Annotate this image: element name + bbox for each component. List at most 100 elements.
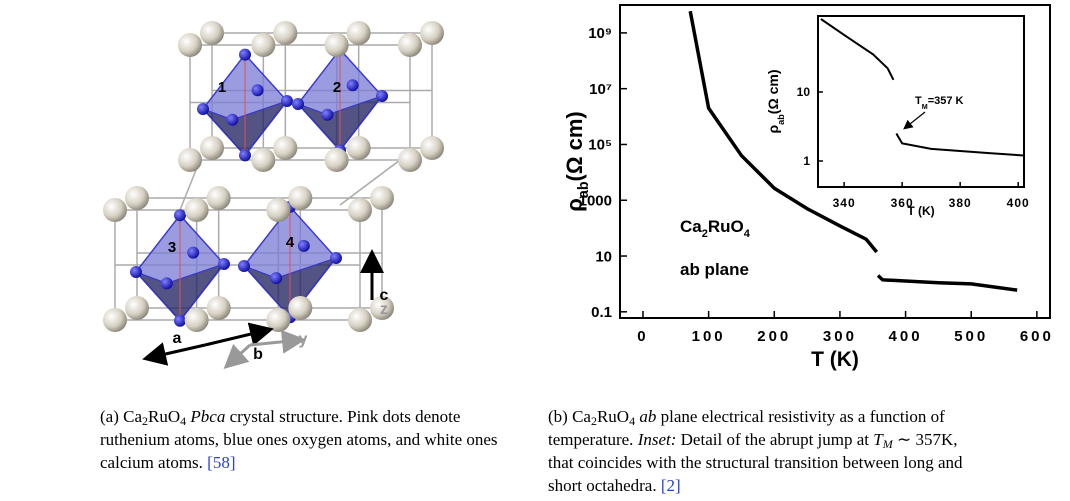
calcium-atom — [288, 186, 313, 210]
oxygen-atom — [174, 209, 186, 222]
caption-text: 4 — [180, 414, 187, 428]
y-tick-label: 10⁵ — [588, 137, 612, 154]
y-tick-label: 10⁹ — [588, 25, 612, 42]
annotation-arrow — [903, 111, 926, 130]
oxygen-atom — [226, 113, 239, 126]
x-axis-label: T (K) — [907, 204, 934, 218]
oxygen-atom — [130, 266, 142, 278]
caption-text: (b) Ca — [548, 407, 591, 426]
oxygen-atom — [174, 314, 186, 327]
x-tick-label: 400 — [889, 328, 923, 345]
data-line — [876, 274, 1018, 292]
x-tick-label: 200 — [757, 328, 791, 345]
annotation-part: ab plane — [680, 260, 749, 279]
caption-text: RuO — [148, 407, 181, 426]
calcium-atom — [178, 33, 202, 57]
caption-text: 2 — [142, 414, 149, 428]
caption-text: ab — [639, 407, 657, 426]
y-axis-label-part: (Ω cm) — [765, 70, 781, 115]
y-axis-label: ρab(Ω cm) — [765, 70, 786, 134]
y-tick-label: 0.1 — [591, 304, 612, 321]
annotation-part: RuO — [708, 217, 744, 236]
caption-text: plane electrical resistivity as a functi… — [548, 407, 945, 449]
caption-text: 4 — [629, 414, 636, 428]
calcium-atom — [370, 296, 394, 320]
calcium-atom — [273, 21, 298, 45]
x-tick-label: 340 — [833, 196, 856, 210]
y-axis-label-part: ab — [576, 181, 592, 198]
x-tick-label: 600 — [1020, 328, 1054, 345]
caption-text: ∼ 357K, that coincides with the structur… — [548, 430, 963, 495]
annotation-part: 2 — [702, 228, 708, 240]
oxygen-atom — [239, 149, 251, 162]
axis-arrow — [249, 329, 306, 354]
caption-text: Detail of the abrupt jump at — [676, 430, 874, 449]
x-tick-label: 400 — [1007, 196, 1030, 210]
axis-arrow — [142, 342, 206, 366]
bond — [339, 159, 401, 206]
calcium-atom — [184, 308, 209, 332]
calcium-atom — [348, 308, 372, 332]
annotation-part: Ca — [680, 217, 702, 236]
calcium-atom — [398, 148, 422, 172]
caption-text: 2 — [590, 414, 597, 428]
axis-label: b — [253, 346, 263, 363]
calcium-atom — [266, 198, 291, 222]
calcium-atom — [103, 308, 127, 332]
oxygen-atom — [187, 246, 200, 259]
calcium-atom — [346, 21, 371, 45]
annotation-part: 4 — [744, 228, 751, 240]
calcium-atom — [420, 21, 444, 45]
axis-arrow — [204, 322, 274, 347]
y-axis-label-part: (Ω cm) — [562, 111, 587, 181]
citation[interactable]: [2] — [660, 476, 681, 495]
x-tick-label: 100 — [692, 328, 726, 345]
x-axis-label: T (K) — [811, 348, 859, 371]
calcium-atom — [370, 186, 394, 210]
calcium-atom — [348, 198, 372, 222]
calcium-atom — [178, 148, 202, 172]
axis-arrow — [223, 343, 252, 370]
caption-b: (b) Ca2RuO4 ab plane electrical resistiv… — [548, 405, 968, 497]
plot-frame — [817, 15, 1025, 188]
oxygen-atom — [239, 48, 251, 61]
axis-label: y — [299, 331, 308, 348]
calcium-atom — [398, 33, 422, 57]
x-tick-label: 500 — [954, 328, 988, 345]
annotation-part: M — [922, 103, 928, 111]
annotation: Ca2RuO4 — [680, 217, 751, 240]
caption-text: M — [882, 437, 893, 451]
octahedron-label: 1 — [218, 79, 226, 96]
y-axis-label-part: ab — [776, 114, 786, 125]
oxygen-atom — [292, 98, 304, 110]
oxygen-atom — [251, 84, 264, 97]
citation[interactable]: [58] — [207, 453, 236, 472]
x-tick-label: 0 — [637, 328, 648, 345]
calcium-atom — [200, 21, 224, 45]
data-line — [820, 18, 895, 81]
x-tick-label: 300 — [823, 328, 857, 345]
oxygen-atom — [297, 239, 310, 252]
axis-label: c — [380, 287, 389, 304]
crystal-structure: 1 2 3 4 a b c x y z — [103, 21, 444, 370]
caption-a: (a) Ca2RuO4 Pbca crystal structure. Pink… — [100, 405, 520, 474]
oxygen-atom — [281, 95, 293, 107]
data-line — [895, 133, 1025, 157]
calcium-atom — [200, 136, 224, 160]
oxygen-atom — [160, 277, 173, 290]
calcium-atom — [324, 148, 349, 172]
annotation: ab plane — [680, 260, 749, 279]
annotation-part: T — [915, 95, 922, 107]
calcium-atom — [251, 33, 276, 57]
y-axis-label: ρab(Ω cm) — [562, 111, 592, 212]
y-tick-label: 10 — [595, 248, 612, 265]
caption-text: T — [873, 430, 883, 449]
x-tick-label: 380 — [949, 196, 972, 210]
calcium-atom — [273, 136, 298, 160]
octahedron-label: 4 — [286, 234, 295, 251]
oxygen-atom — [218, 258, 230, 270]
calcium-atom — [125, 186, 149, 210]
data-line — [688, 10, 879, 254]
